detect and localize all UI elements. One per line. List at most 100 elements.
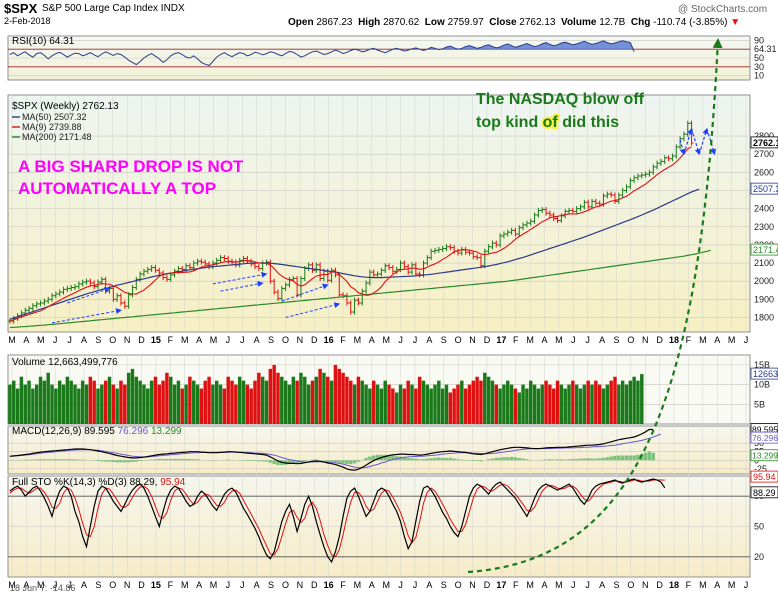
volume-bar bbox=[337, 368, 341, 424]
x-label-bottom: A bbox=[599, 580, 605, 590]
volume-bar bbox=[349, 380, 353, 424]
volume-bar bbox=[590, 384, 594, 424]
x-label-top: M bbox=[526, 335, 534, 345]
volume-bar bbox=[555, 380, 560, 424]
x-label-top: S bbox=[441, 335, 447, 345]
x-label-top: F bbox=[340, 335, 346, 345]
macd-histogram-bar bbox=[506, 457, 510, 461]
header-index-name: S&P 500 Large Cap Index bbox=[42, 3, 159, 14]
volume-bar bbox=[280, 376, 284, 424]
x-label-bottom: S bbox=[441, 580, 447, 590]
x-label-bottom: A bbox=[542, 580, 548, 590]
volume-bar bbox=[479, 380, 483, 424]
macd-right-label-box bbox=[750, 431, 778, 444]
macd-histogram-bar bbox=[498, 457, 502, 461]
volume-bar bbox=[257, 372, 261, 424]
ma-legend: MA(50) 2507.32 bbox=[22, 112, 87, 122]
volume-bar bbox=[329, 380, 334, 424]
macd-histogram-bar bbox=[494, 457, 498, 461]
macd-histogram-bar bbox=[180, 458, 184, 461]
sto-right-label: 95.94 bbox=[753, 472, 776, 482]
x-label-top: O bbox=[627, 335, 634, 345]
volume-bar bbox=[31, 388, 35, 424]
annotation-right-line2-part3: did this bbox=[558, 114, 619, 131]
macd-histogram-bar bbox=[475, 460, 479, 461]
macd-histogram-bar bbox=[368, 456, 372, 461]
volume-bar bbox=[310, 380, 315, 424]
volume-bar bbox=[123, 384, 127, 424]
x-label-bottom: M bbox=[181, 580, 189, 590]
price-right-label-box bbox=[750, 243, 778, 256]
volume-right-label-box bbox=[750, 367, 778, 380]
x-label-bottom: F bbox=[340, 580, 346, 590]
price-tick-label: 2300 bbox=[754, 222, 774, 232]
volume-bar bbox=[433, 384, 437, 424]
volume-bar bbox=[230, 380, 234, 424]
x-label-bottom: O bbox=[282, 580, 289, 590]
x-label-top: M bbox=[210, 335, 218, 345]
volume-bar bbox=[245, 384, 250, 424]
macd-histogram-bar bbox=[456, 459, 460, 461]
price-tick-label: 2700 bbox=[754, 149, 774, 159]
volume-tick-label: 15B bbox=[754, 360, 770, 370]
price-tick-label: 2000 bbox=[754, 276, 774, 286]
volume-bar bbox=[207, 376, 211, 424]
x-label-top: J bbox=[53, 335, 58, 345]
x-label-bottom: S bbox=[95, 580, 101, 590]
x-label-bottom: A bbox=[196, 580, 202, 590]
macd-histogram-bar bbox=[490, 458, 495, 461]
volume-bar bbox=[609, 380, 613, 424]
blue-zigzag-arrow bbox=[679, 139, 686, 156]
volume-bar bbox=[226, 376, 230, 424]
ma-legend: MA(9) 2739.88 bbox=[22, 122, 82, 132]
macd-histogram-bar bbox=[276, 460, 280, 466]
macd-histogram-bar bbox=[440, 457, 445, 461]
macd-histogram-bar bbox=[574, 458, 579, 461]
x-label-bottom: A bbox=[369, 580, 375, 590]
ohlc-high-value: 2870.62 bbox=[383, 17, 420, 28]
macd-histogram-bar bbox=[563, 459, 567, 461]
volume-bar bbox=[149, 380, 154, 424]
volume-bar bbox=[456, 384, 460, 424]
volume-bar bbox=[234, 384, 238, 424]
blue-dashed-arrow bbox=[51, 308, 122, 324]
volume-bar bbox=[283, 380, 288, 424]
volume-bar bbox=[601, 388, 606, 424]
macd-signal-line bbox=[9, 433, 662, 469]
sto-right-label-box bbox=[750, 470, 778, 483]
volume-bar bbox=[318, 368, 322, 424]
macd-histogram-bar bbox=[149, 459, 154, 461]
x-label-bottom: D bbox=[656, 580, 663, 590]
rsi-tick-label: 30 bbox=[754, 62, 764, 72]
macd-histogram-bar bbox=[268, 460, 273, 463]
rsi-tick-label: 90 bbox=[754, 35, 764, 45]
macd-title-value: 89.595 bbox=[84, 426, 117, 437]
volume-bar bbox=[19, 376, 24, 424]
volume-bar bbox=[421, 380, 426, 424]
macd-histogram-bar bbox=[169, 458, 173, 461]
x-label-bottom: M bbox=[37, 580, 45, 590]
macd-histogram-bar bbox=[513, 457, 518, 461]
blue-dashed-arrow bbox=[212, 271, 268, 285]
price-right-label: 2507.3 bbox=[753, 184, 778, 194]
volume-bar bbox=[15, 388, 20, 424]
macd-histogram-bar bbox=[486, 459, 491, 461]
volume-bar bbox=[287, 384, 292, 424]
volume-bar bbox=[54, 388, 58, 424]
volume-bar bbox=[241, 380, 246, 424]
volume-bar bbox=[12, 380, 16, 424]
x-label-top: J bbox=[240, 335, 245, 345]
macd-histogram-bar bbox=[429, 458, 433, 461]
volume-bar bbox=[326, 376, 330, 424]
ohlc-chg-label: Chg bbox=[630, 17, 651, 28]
x-label-bottom: J bbox=[744, 580, 749, 590]
macd-histogram-bar bbox=[157, 458, 161, 461]
macd-histogram-bar bbox=[161, 458, 165, 461]
x-label-bottom: M bbox=[354, 580, 362, 590]
macd-histogram-bar bbox=[444, 457, 449, 461]
volume-bar bbox=[586, 380, 590, 424]
volume-bar bbox=[23, 384, 27, 424]
annotations: A BIG SHARP DROP IS NOT AUTOMATICALLY A T… bbox=[18, 38, 723, 574]
volume-bar bbox=[42, 380, 47, 424]
x-label-bottom: M bbox=[526, 580, 534, 590]
